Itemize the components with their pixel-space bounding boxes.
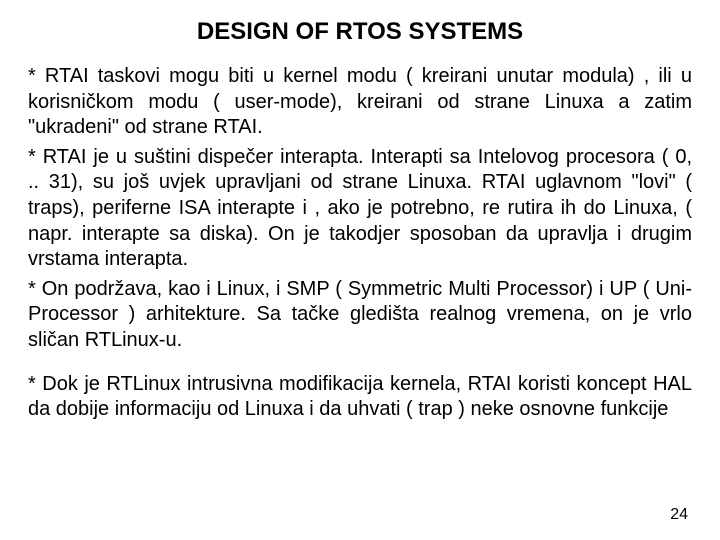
paragraph-1: * RTAI taskovi mogu biti u kernel modu (… — [28, 64, 692, 141]
page-title: DESIGN OF RTOS SYSTEMS — [28, 18, 692, 46]
slide-page: DESIGN OF RTOS SYSTEMS * RTAI taskovi mo… — [0, 0, 720, 540]
paragraph-4: * Dok je RTLinux intrusivna modifikacija… — [28, 372, 692, 423]
page-number: 24 — [670, 506, 688, 524]
paragraph-3: * On podržava, kao i Linux, i SMP ( Symm… — [28, 277, 692, 354]
paragraph-2: * RTAI je u suštini dispečer interapta. … — [28, 145, 692, 273]
paragraph-gap — [28, 358, 692, 372]
